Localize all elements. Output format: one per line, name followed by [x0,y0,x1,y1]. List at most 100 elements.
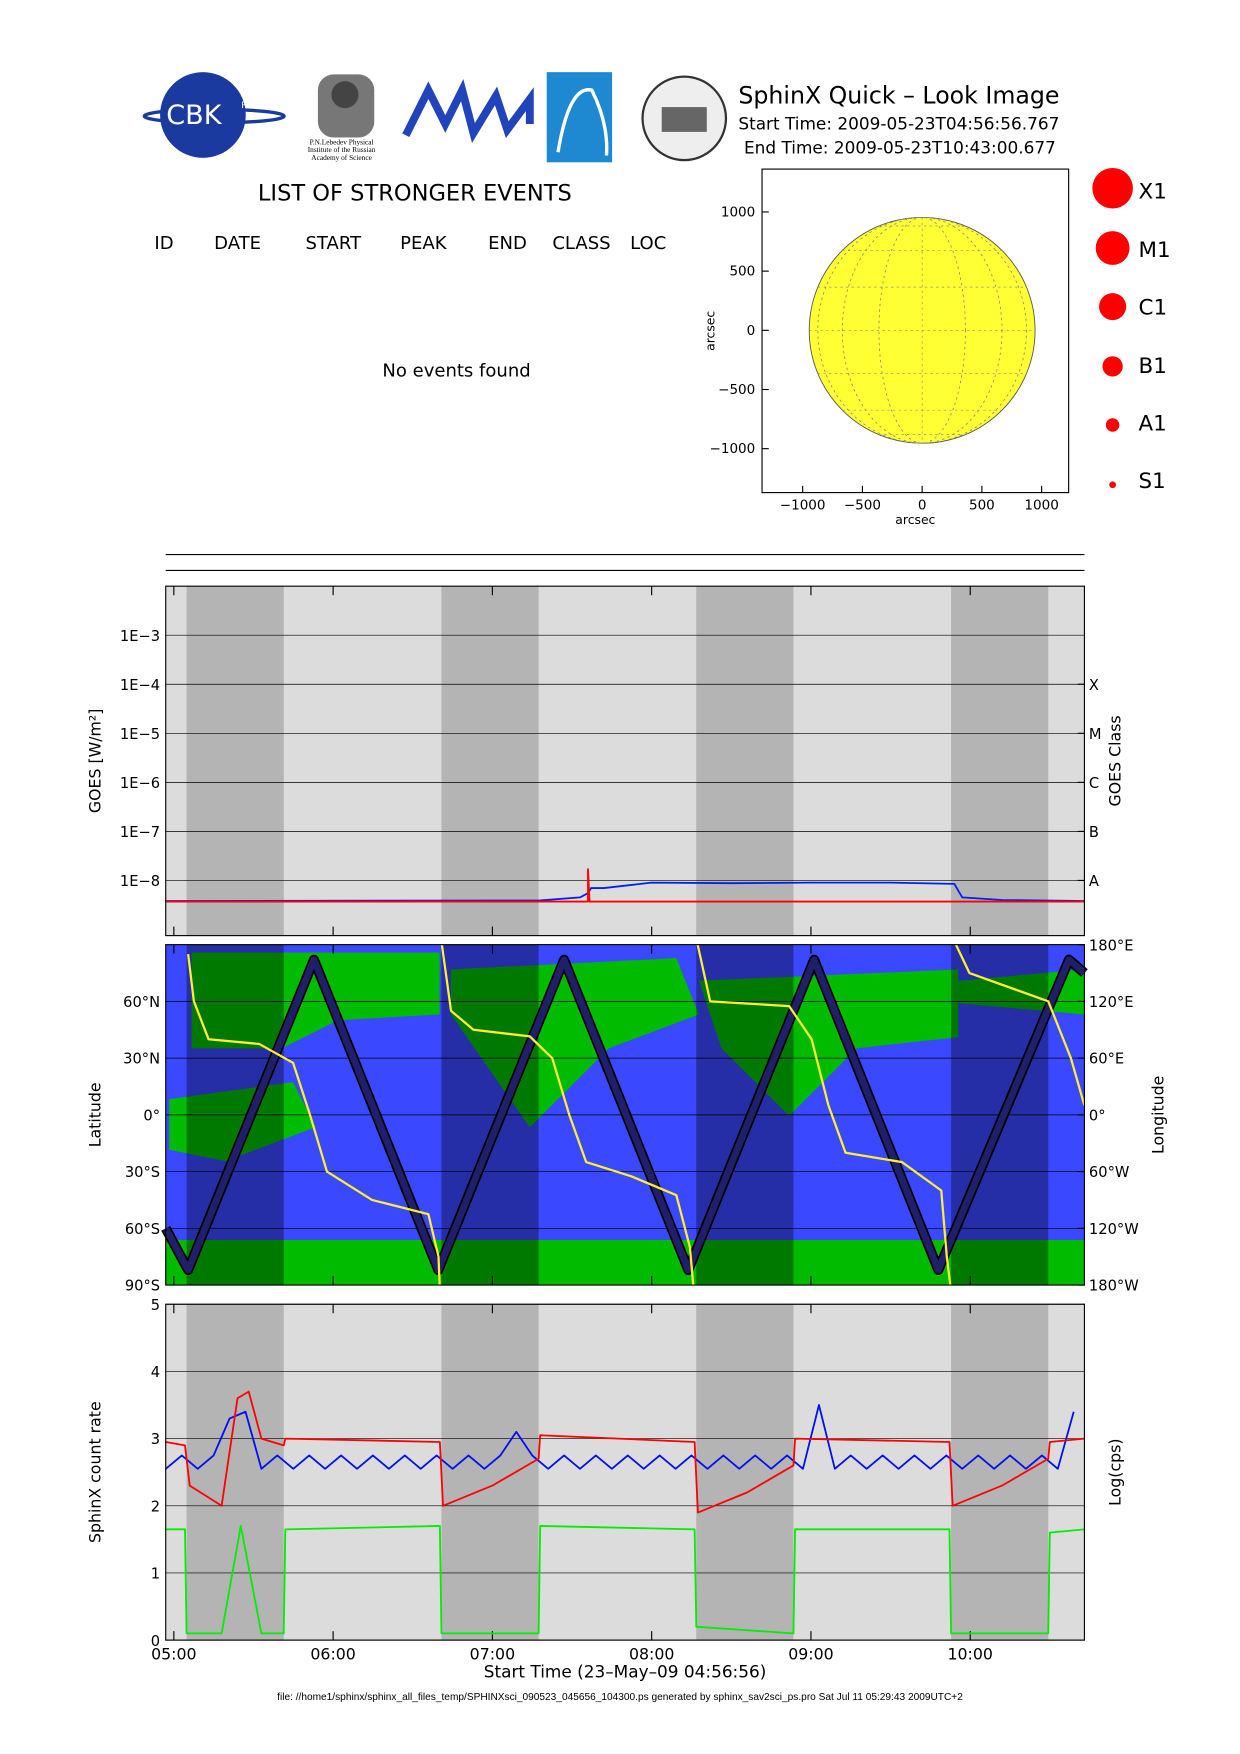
y-tick-label: 1 [151,1566,160,1583]
plot-bg [165,1304,1085,1641]
x-tick-label: 1000 [1024,498,1058,514]
y-tick-label: 4 [151,1364,160,1381]
sun-grid [878,217,966,444]
legend-dot [1095,231,1130,265]
y2-tick-label: X [1089,677,1099,694]
series-line [165,1404,1075,1470]
logo-seal-building [661,107,707,132]
y-tick-label: 1E−3 [120,628,160,645]
logo-cbk [160,72,246,158]
night-band [186,1304,284,1641]
frame [165,1303,1085,1641]
y-tick-label: 1E−6 [120,775,160,792]
night-band [696,586,794,936]
x-tick-label: −1000 [780,498,826,514]
y-tick-label: 0 [151,1633,160,1650]
frame [165,944,1085,1286]
lebedev-1: P.N.Lebedev Physical [310,137,374,146]
class-legend: X1 M1 C1 B1 A1 S1 [1092,167,1171,494]
y2-tick-label: 120°E [1089,994,1134,1011]
y-tick-label: 1E−4 [120,677,160,694]
y2-tick-label: C [1089,775,1099,792]
series-line [165,881,1085,902]
particle-region [169,1082,316,1162]
y-tick-label: 2 [151,1498,160,1515]
series-line [165,1525,1085,1635]
y-label: Latitude [85,1082,104,1147]
events-title: LIST OF STRONGER EVENTS [258,181,572,207]
legend-label: B1 [1139,354,1167,379]
y-tick-label: 0° [143,1107,160,1124]
y2-tick-label: 60°E [1089,1051,1124,1068]
col: ID [154,233,173,254]
y-tick-label: 30°S [125,1164,160,1181]
y2-label: Log(cps) [1105,1439,1124,1506]
col: DATE [214,233,261,254]
y-tick-label: 1E−7 [120,824,160,841]
particle-region [191,952,440,1049]
y2-tick-label: B [1089,824,1099,841]
night-band [696,1304,794,1641]
y2-tick-label: 0° [1089,1107,1106,1124]
start-time: Start Time: 2009-05-23T04:56:56.767 [738,114,1059,134]
series-line [187,944,1086,1286]
y-tick-label: 0 [747,323,756,339]
y-label: arcsec [703,311,718,351]
night-band [186,586,284,936]
y2-label: GOES Class [1105,715,1124,806]
footer: file: //home1/sphinx/sphinx_all_files_te… [277,1692,963,1703]
y2-label: Longitude [1148,1076,1167,1154]
series-line [162,956,1087,1274]
col: LOC [630,233,666,254]
portrait-head [331,81,359,109]
night-band [951,1304,1049,1641]
logos: CBK PAN P.N.Lebedev Physical Institute o… [142,72,728,163]
col: START [305,233,362,254]
x-tick-label: 500 [969,498,995,514]
series-line [165,868,1085,903]
events-header: ID DATE START PEAK END CLASS LOC [154,233,666,254]
y-tick-label: −1000 [710,441,756,457]
y-tick-label: 60°N [123,994,160,1011]
night-band [951,586,1049,936]
legend-dot [1109,481,1116,489]
col: PEAK [400,233,448,254]
logo-arc [556,88,609,156]
x-tick-label: 10:00 [948,1644,993,1663]
legend-dot [1092,167,1133,209]
logo-text: CBK [166,100,222,131]
col: END [488,233,527,254]
x-tick-label: 07:00 [470,1644,515,1663]
legend-label: X1 [1139,179,1167,204]
lebedev-2: Institute of the Russian [308,145,376,154]
night-band [441,586,539,936]
logo-sub: PAN [241,101,259,111]
y-tick-label: 1000 [721,204,755,220]
night-band [441,1304,539,1641]
x-tick-label: 08:00 [629,1644,674,1663]
x-tick-label: −500 [844,498,881,514]
y-tick-label: 5 [151,1297,160,1314]
no-events: No events found [382,361,530,382]
plot-bg [165,586,1085,936]
x-tick-label: 09:00 [788,1644,833,1663]
x-label: Start Time (23–May–09 04:56:56) [484,1661,767,1681]
end-time: End Time: 2009-05-23T10:43:00.677 [744,137,1056,157]
x-label: arcsec [895,512,935,527]
legend-label: A1 [1139,412,1167,437]
y-tick-label: 90°S [125,1278,160,1295]
legend-dot [1105,418,1120,432]
x-tick-label: 0 [918,498,927,514]
legend-dot [1102,356,1123,377]
y2-tick-label: 180°E [1089,937,1134,954]
legend-label: S1 [1139,469,1166,494]
y-label: SphinX count rate [85,1401,104,1543]
y-tick-label: 1E−5 [120,726,160,743]
y-tick-label: 1E−8 [120,873,160,890]
legend-label: M1 [1139,238,1171,263]
charts: −1000 −500 0 500 1000 −1000 −500 0 500 1000 arcsec… [85,168,1167,1681]
y-tick-label: 60°S [125,1221,160,1238]
col: CLASS [552,233,610,254]
x-tick-label: 05:00 [151,1644,196,1663]
